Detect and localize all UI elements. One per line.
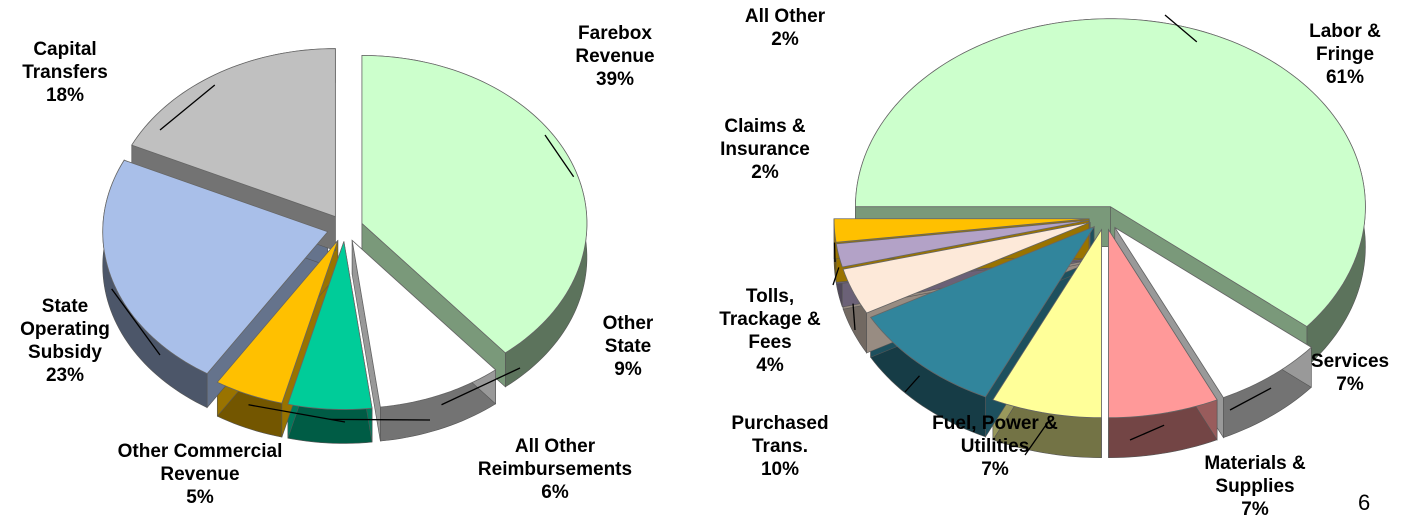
slice [1108, 228, 1218, 419]
leader-line [852, 303, 856, 331]
slice [842, 222, 1091, 314]
data-label: Materials & Supplies 7% [1180, 452, 1330, 521]
slice [351, 239, 497, 408]
data-label: Capital Transfers 18% [10, 38, 120, 107]
leader-line [1164, 14, 1198, 43]
category-label: Tolls, Trackage & Fees [719, 286, 821, 353]
value-label: 10% [760, 459, 800, 480]
category-label: Claims & Insurance [720, 116, 810, 160]
slice [287, 241, 373, 410]
leaders [111, 84, 575, 423]
category-label: Services [1310, 351, 1390, 372]
value-label: 23% [45, 365, 85, 386]
slice [835, 219, 1090, 268]
slice [131, 48, 336, 218]
value-label: 39% [595, 69, 635, 90]
leader-line [832, 267, 840, 286]
slice [216, 240, 339, 404]
leader-line [1129, 424, 1165, 441]
data-label: All Other Reimbursements 6% [470, 435, 640, 504]
data-label: Tolls, Trackage & Fees 4% [715, 285, 825, 377]
slice [869, 225, 1096, 398]
slice [992, 228, 1102, 419]
category-label: All Other Reimbursements [477, 436, 633, 480]
data-label: Labor & Fringe 61% [1290, 20, 1400, 89]
value-label: 5% [186, 487, 214, 508]
pie-chart [102, 48, 588, 444]
slice [855, 18, 1366, 328]
leader-line [904, 375, 920, 393]
category-label: All Other [744, 6, 826, 27]
category-label: Capital Transfers [22, 39, 108, 83]
category-label: Farebox Revenue [575, 23, 655, 67]
value-label: 18% [45, 85, 85, 106]
value-label: 2% [771, 29, 799, 50]
category-label: Purchased Trans. [731, 413, 829, 457]
data-label: Services 7% [1295, 350, 1405, 396]
data-label: Other State 9% [593, 312, 663, 381]
category-label: Labor & Fringe [1309, 21, 1381, 65]
category-label: Other State [602, 313, 654, 357]
value-label: 7% [981, 459, 1009, 480]
slice [102, 159, 329, 375]
leaders [832, 14, 1272, 456]
leader-line [329, 418, 431, 421]
category-label: State Operating Subsidy [20, 296, 110, 363]
leader-line [1024, 424, 1047, 456]
category-label: Materials & Supplies [1204, 453, 1306, 497]
value-label: 6% [541, 482, 569, 503]
slice [833, 218, 1090, 243]
slice [361, 55, 588, 354]
slice-side [287, 403, 373, 444]
category-label: Fuel, Power & Utilities [932, 413, 1058, 457]
leader-line [159, 84, 216, 131]
pie-tops [833, 18, 1366, 419]
value-label: 4% [756, 355, 784, 376]
data-label: Other Commercial Revenue 5% [85, 440, 315, 509]
leader-line [544, 134, 575, 178]
value-label: 7% [1336, 374, 1364, 395]
leader-line [111, 288, 161, 356]
data-label: Claims & Insurance 2% [700, 115, 830, 184]
leader-line [1229, 387, 1272, 411]
pie-tops [102, 48, 588, 410]
category-label: Other Commercial Revenue [117, 441, 283, 485]
value-label: 61% [1325, 67, 1365, 88]
value-label: 9% [614, 359, 642, 380]
slice [1114, 227, 1312, 399]
data-label: Fuel, Power & Utilities 7% [920, 412, 1070, 481]
leader-line [441, 367, 521, 406]
pie-chart [832, 14, 1366, 459]
data-label: Farebox Revenue 39% [565, 22, 665, 91]
value-label: 7% [1241, 499, 1269, 520]
page-number: 6 [1358, 490, 1371, 515]
data-label: All Other 2% [725, 5, 845, 51]
data-label: State Operating Subsidy 23% [10, 295, 120, 387]
data-label: Purchased Trans. 10% [715, 412, 845, 481]
value-label: 2% [751, 162, 779, 183]
leader-line [248, 404, 346, 423]
